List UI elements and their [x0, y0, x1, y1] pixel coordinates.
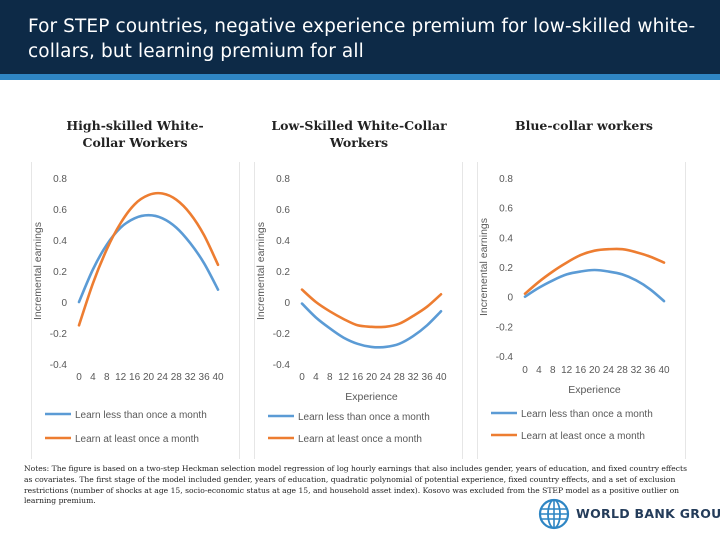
x-tick-label: 24: [603, 365, 615, 376]
chart2-title: Low-Skilled White-Collar Workers: [271, 118, 447, 150]
series-line-1: [523, 268, 666, 303]
legend-label-1: Learn less than once a month: [75, 410, 207, 421]
y-tick-label: 0.6: [499, 204, 513, 215]
x-tick-label: 40: [212, 372, 224, 383]
y-tick-label: 0.4: [53, 236, 67, 247]
x-tick-label: 12: [115, 372, 127, 383]
legend-label-1: Learn less than once a month: [298, 412, 430, 423]
x-axis-title: Experience: [345, 391, 398, 403]
slide-title: For STEP countries, negative experience …: [28, 16, 696, 62]
x-tick-label: 16: [575, 365, 587, 376]
y-tick-label: 0.2: [499, 263, 513, 274]
series-line-2: [300, 288, 443, 329]
y-tick-label: -0.4: [50, 360, 68, 371]
y-tick-label: 0.8: [276, 174, 290, 185]
x-tick-label: 8: [550, 365, 556, 376]
x-tick-label: 28: [617, 365, 629, 376]
x-tick-label: 20: [589, 365, 601, 376]
x-tick-label: 36: [645, 365, 657, 376]
y-tick-label: 0.6: [276, 205, 290, 216]
chart-high-skilled: -0.4 -0.2 0 0.2 0.4 0.6 0.8 Incremental earning…: [32, 174, 224, 445]
x-tick-label: 32: [631, 365, 643, 376]
legend-label-2: Learn at least once a month: [298, 434, 422, 445]
x-tick-label: 24: [157, 372, 169, 383]
y-tick-label: 0: [507, 293, 513, 304]
series-line-2: [523, 247, 666, 295]
x-tick-label: 4: [536, 365, 542, 376]
y-axis-title: Incremental earnings: [32, 222, 44, 320]
x-tick-label: 40: [658, 365, 670, 376]
x-tick-label: 12: [561, 365, 573, 376]
y-tick-label: -0.4: [496, 352, 514, 363]
series-line-1: [300, 302, 443, 349]
x-tick-label: 28: [171, 372, 183, 383]
y-tick-label: 0.2: [53, 267, 67, 278]
y-tick-label: 0: [284, 298, 290, 309]
x-tick-label: 24: [380, 372, 392, 383]
chart1-frame: [31, 162, 240, 459]
y-tick-label: 0: [61, 298, 67, 309]
title-underline: [0, 74, 720, 80]
globe-icon: [538, 498, 570, 530]
y-tick-label: 0.8: [499, 174, 513, 185]
y-axis-title: Incremental earnings: [478, 218, 490, 316]
x-tick-label: 4: [90, 372, 96, 383]
x-tick-label: 36: [422, 372, 434, 383]
notes-text: Notes: The figure is based on a two-step…: [24, 464, 687, 506]
chart3-frame: [477, 162, 686, 459]
x-tick-label: 20: [143, 372, 155, 383]
x-tick-label: 8: [327, 372, 333, 383]
world-bank-logo: WORLD BANK GROUP: [538, 498, 720, 530]
legend-label-1: Learn less than once a month: [521, 409, 653, 420]
logo-text: WORLD BANK GROUP: [576, 506, 720, 521]
x-tick-label: 0: [522, 365, 528, 376]
chart2-frame: [254, 162, 463, 459]
y-axis-title: Incremental earnings: [255, 222, 267, 320]
x-tick-label: 12: [338, 372, 350, 383]
x-tick-label: 32: [408, 372, 420, 383]
y-tick-label: 0.4: [499, 233, 513, 244]
y-tick-label: 0.6: [53, 205, 67, 216]
legend-label-2: Learn at least once a month: [75, 434, 199, 445]
x-tick-label: 8: [104, 372, 110, 383]
x-tick-label: 0: [76, 372, 82, 383]
x-tick-label: 32: [185, 372, 197, 383]
x-axis-title: Experience: [568, 384, 621, 396]
x-tick-label: 0: [299, 372, 305, 383]
chart1-title: High-skilled White-Collar Workers: [66, 118, 204, 150]
chart-blue-collar: -0.4 -0.2 0 0.2 0.4 0.6 0.8 Incremental earning…: [478, 174, 670, 442]
y-tick-label: -0.2: [50, 329, 68, 340]
x-tick-label: 40: [435, 372, 447, 383]
x-tick-label: 16: [129, 372, 141, 383]
x-tick-label: 36: [199, 372, 211, 383]
x-tick-label: 4: [313, 372, 319, 383]
chart3-title: Blue-collar workers: [515, 118, 653, 133]
series-line-2: [77, 191, 220, 327]
y-tick-label: 0.4: [276, 236, 290, 247]
title-bar: For STEP countries, negative experience …: [0, 0, 720, 74]
legend-label-2: Learn at least once a month: [521, 431, 645, 442]
x-tick-label: 20: [366, 372, 378, 383]
y-tick-label: -0.2: [273, 329, 291, 340]
series-line-1: [77, 213, 220, 304]
y-tick-label: 0.8: [53, 174, 67, 185]
x-tick-label: 16: [352, 372, 364, 383]
x-tick-label: 28: [394, 372, 406, 383]
y-tick-label: -0.4: [273, 360, 291, 371]
y-tick-label: -0.2: [496, 322, 514, 333]
y-tick-label: 0.2: [276, 267, 290, 278]
chart-low-skilled: -0.4 -0.2 0 0.2 0.4 0.6 0.8 Incremental earning…: [255, 174, 447, 445]
